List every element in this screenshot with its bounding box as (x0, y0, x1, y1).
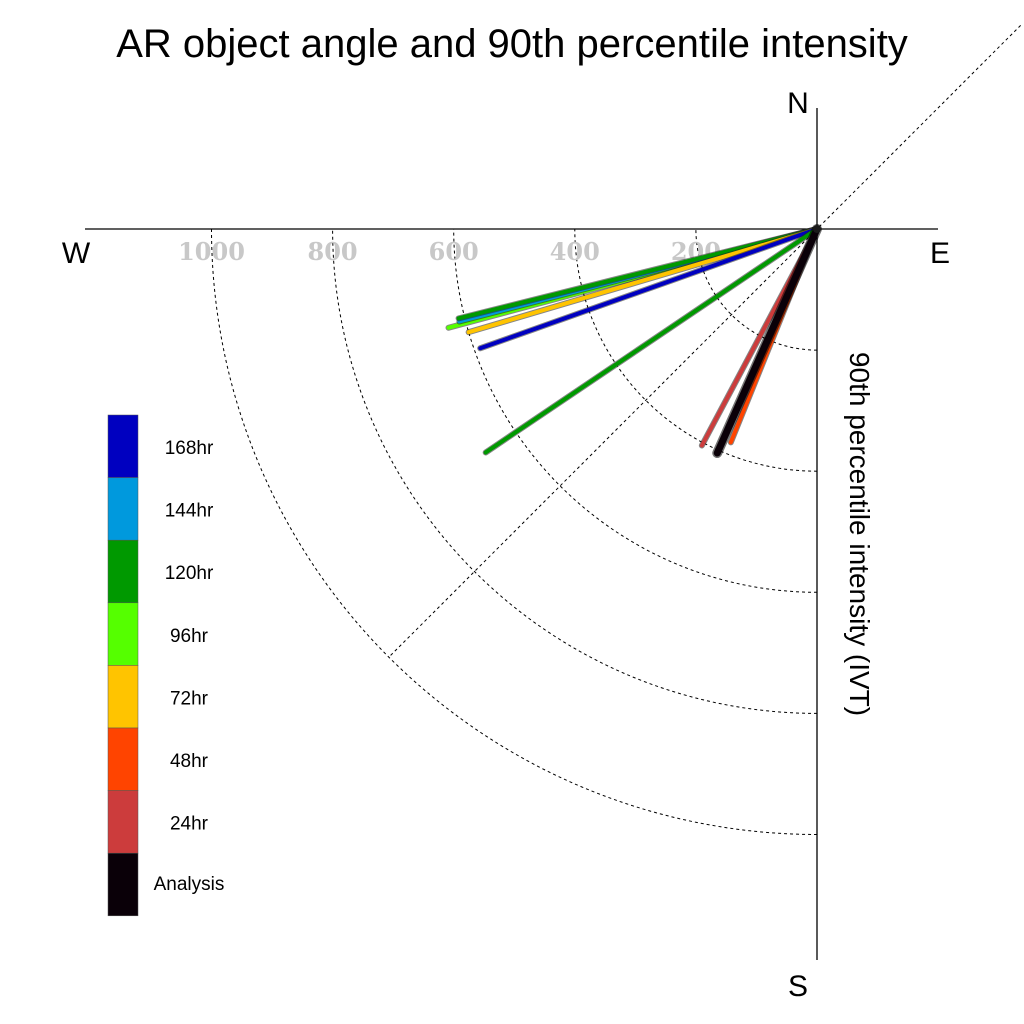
legend: 168hr 144hr 120hr 96hr 72hr 48hr 24hr Analysis (107, 414, 225, 917)
vector-72hr (466, 227, 819, 335)
radial-tick-label: 400 (550, 237, 600, 266)
radial-tick-label: 600 (429, 237, 479, 266)
grid (211, 24, 1022, 835)
compass-east-label: E (930, 237, 950, 270)
legend-swatch-120hr (107, 539, 139, 604)
y-axis-label: 90th percentile intensity (IVT) (844, 352, 875, 716)
grid-arc (453, 228, 818, 593)
legend-swatch-168hr (107, 414, 139, 478)
legend-label-144hr: 144hr (165, 501, 214, 522)
legend-swatch-analysis (107, 852, 139, 917)
grid-arc (211, 228, 818, 835)
legend-swatch-48hr (107, 727, 139, 791)
legend-label-120hr: 120hr (165, 563, 214, 584)
compass-north-label: N (787, 87, 809, 120)
grid-arc (574, 228, 818, 472)
legend-swatch-72hr (107, 665, 139, 729)
compass-west-label: W (62, 237, 91, 270)
legend-label-24hr: 24hr (170, 814, 209, 835)
vector-120hr (483, 227, 819, 455)
radial-tick-label: 1000 (178, 237, 245, 266)
vector-analysis (713, 225, 821, 457)
legend-swatch-96hr (107, 602, 139, 666)
legend-swatch-24hr (107, 790, 139, 854)
legend-label-168hr: 168hr (165, 438, 214, 459)
legend-label-72hr: 72hr (170, 688, 209, 709)
legend-label-48hr: 48hr (170, 751, 209, 772)
legend-label-96hr: 96hr (170, 626, 209, 647)
origin-point (813, 225, 821, 233)
grid-arc (332, 228, 818, 714)
vector-168hr (478, 227, 819, 351)
diagonal-reference-line (388, 24, 1022, 658)
legend-label-analysis: Analysis (154, 874, 225, 895)
chart-title: AR object angle and 90th percentile inte… (116, 22, 908, 66)
vector-series (445, 224, 822, 459)
radial-tick-labels: 1000 800 600 400 200 (178, 237, 721, 266)
legend-swatch-144hr (107, 477, 139, 541)
compass-south-label: S (788, 970, 808, 1003)
radial-tick-label: 800 (308, 237, 358, 266)
grid-arc (695, 228, 818, 351)
